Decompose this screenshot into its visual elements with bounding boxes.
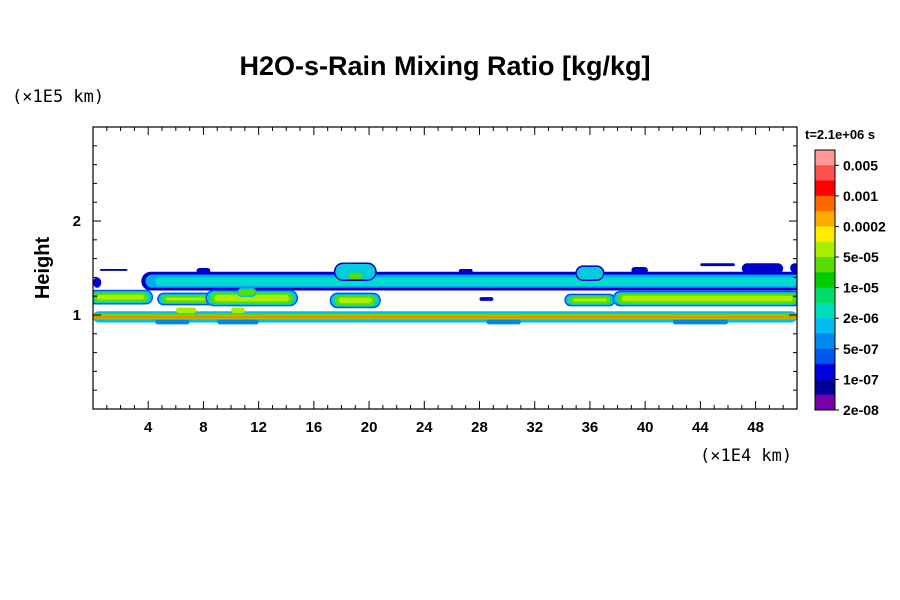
middle-band-core — [214, 294, 290, 302]
legend-swatch — [815, 302, 835, 319]
x-tick-label: 40 — [637, 419, 654, 436]
legend-swatch — [815, 241, 835, 258]
y-tick-label: 1 — [73, 307, 81, 324]
legend-swatch — [815, 165, 835, 181]
upper-band-puff — [333, 262, 377, 281]
legend-label: 5e-05 — [843, 249, 879, 265]
legend-swatch — [815, 318, 835, 334]
plot-frame — [92, 126, 798, 410]
chart-title: H2O-s-Rain Mixing Ratio [kg/kg] — [239, 51, 650, 81]
legend-swatch — [815, 333, 835, 350]
legend-label: 2e-08 — [843, 402, 879, 418]
y-axis-title: Height — [32, 237, 54, 300]
middle-band-core — [166, 297, 207, 301]
legend-swatch — [815, 348, 835, 365]
legend-label: 5e-07 — [843, 341, 879, 357]
plot-area — [93, 262, 797, 325]
legend-label: 0.0002 — [843, 218, 886, 234]
x-tick-label: 36 — [582, 419, 599, 436]
y-axis: 12 — [73, 145, 797, 391]
legend-swatch — [815, 226, 835, 243]
legend-swatch — [815, 379, 835, 396]
x-axis: 4 8 12 16 20 24 28 32 36 40 44 48 — [106, 127, 784, 436]
upper-band-puff — [575, 265, 605, 281]
legend: 0.005 0.001 0.0002 5e-05 1e-05 2e-06 5e-07 1e-0… — [814, 149, 886, 418]
legend-swatch — [815, 364, 835, 380]
upper-band-core — [155, 277, 797, 286]
x-tick-label: 24 — [416, 419, 433, 436]
x-tick-label: 20 — [361, 419, 378, 436]
upper-band-puff — [631, 267, 648, 274]
upper-band-edge — [93, 277, 102, 288]
y-tick-label: 2 — [73, 213, 81, 230]
x-tick-label: 16 — [306, 419, 323, 436]
x-tick-label: 8 — [199, 419, 207, 436]
legend-frame — [814, 149, 836, 411]
legend-title: t=2.1e+06 s — [805, 127, 875, 142]
legend-swatch — [815, 211, 835, 227]
middle-band-core — [573, 298, 607, 302]
upper-band-puff — [790, 263, 797, 273]
x-tick-label: 48 — [747, 419, 764, 436]
legend-label: 2e-06 — [843, 310, 879, 326]
middle-band-puff — [237, 287, 257, 297]
upper-band-puff — [741, 263, 784, 274]
legend-label: 1e-07 — [843, 371, 879, 387]
legend-label: 0.005 — [843, 157, 878, 173]
upper-band-puff — [458, 268, 473, 273]
upper-cloud-band — [93, 262, 797, 291]
lower-band-drip — [486, 319, 521, 325]
upper-band-core-spot — [348, 272, 363, 280]
upper-band-puff — [196, 268, 211, 274]
legend-swatch — [815, 195, 835, 212]
legend-swatch — [815, 287, 835, 304]
x-tick-label: 44 — [692, 419, 709, 436]
legend-label: 0.001 — [843, 188, 878, 204]
middle-band-spot — [479, 297, 494, 301]
legend-swatch — [815, 180, 835, 197]
legend-swatch — [815, 150, 835, 166]
lower-band-drip — [155, 319, 190, 325]
x-tick-label: 4 — [144, 419, 153, 436]
middle-band-core — [621, 295, 793, 302]
upper-band-streak — [700, 263, 735, 267]
x-unit-label: (×1E4 km) — [700, 446, 792, 466]
legend-swatch — [815, 272, 835, 289]
x-tick-label: 28 — [471, 419, 488, 436]
upper-band-streak — [99, 268, 128, 271]
lower-band-bump — [231, 307, 245, 314]
legend-swatch — [815, 257, 835, 273]
x-tick-label: 12 — [250, 419, 267, 436]
lower-band-core — [93, 316, 797, 318]
lower-band-bump — [175, 307, 197, 314]
legend-label: 1e-05 — [843, 280, 879, 296]
middle-cloud-band — [93, 287, 797, 309]
lower-cloud-band — [93, 307, 797, 325]
legend-swatch — [815, 394, 835, 411]
x-tick-label: 32 — [526, 419, 543, 436]
y-unit-label: (×1E5 km) — [12, 87, 104, 107]
middle-band-core — [338, 297, 372, 304]
lower-band-drip — [217, 319, 259, 325]
lower-band-drip — [672, 319, 728, 325]
middle-band-core — [97, 294, 145, 300]
